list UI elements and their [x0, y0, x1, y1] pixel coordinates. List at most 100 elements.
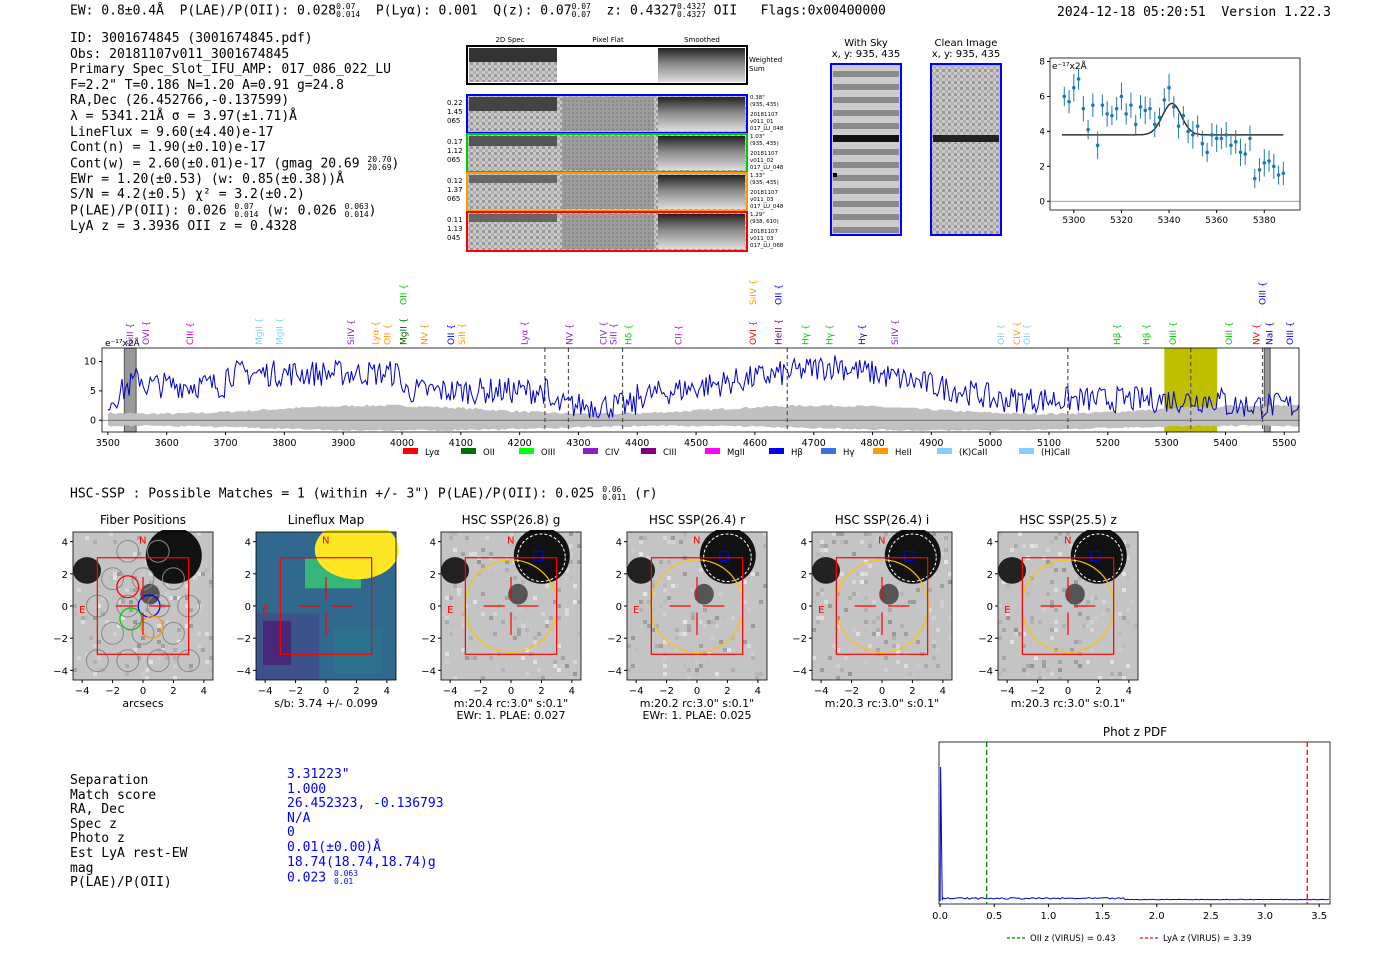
line-label: MgII {: [255, 318, 265, 345]
noise-pixel: [631, 548, 635, 552]
line-label: Hβ {: [1113, 324, 1123, 345]
noise-pixel: [743, 600, 747, 604]
noise-pixel: [639, 552, 643, 556]
noise-pixel: [1038, 532, 1042, 536]
noise-pixel: [533, 660, 537, 664]
noise-pixel: [832, 644, 836, 648]
noise-pixel: [517, 632, 521, 636]
ytick-label: −2: [53, 634, 68, 645]
noise-pixel: [699, 568, 703, 572]
noise-pixel: [864, 608, 868, 612]
noise-pixel: [1110, 660, 1114, 664]
info-radec: RA,Dec (26.452766,-0.137599): [70, 93, 290, 109]
noise-pixel: [1010, 640, 1014, 644]
noise-pixel: [675, 636, 679, 640]
noise-pixel: [812, 600, 816, 604]
line-label: NV {: [1253, 324, 1263, 345]
zoom-data-point: [1138, 105, 1143, 109]
panel-title: HSC SSP(25.5) z: [1019, 513, 1117, 527]
zoom-data-point: [1119, 94, 1124, 99]
noise-pixel: [667, 640, 671, 644]
z-value: z: 0.4327: [606, 3, 677, 19]
noise-pixel: [509, 544, 513, 548]
spec-xtick-label: 3700: [213, 438, 237, 449]
noise-pixel: [445, 620, 449, 624]
noise-pixel: [820, 588, 824, 592]
noise-pixel: [473, 656, 477, 660]
noise-pixel: [651, 584, 655, 588]
spec-xtick-label: 4900: [919, 438, 943, 449]
noise-pixel: [541, 656, 545, 660]
noise-pixel: [928, 588, 932, 592]
noise-pixel: [141, 572, 145, 576]
ytick-label: 2: [430, 570, 436, 581]
cand-value: 0.023 0.063 0.01: [287, 869, 359, 887]
noise-pixel: [1010, 548, 1014, 552]
cutout-row-meta: 0.38"(935, 435)20181107v011_01017_LU_048…: [750, 95, 784, 249]
noise-pixel: [533, 596, 537, 600]
noise-pixel: [844, 656, 848, 660]
noise-pixel: [461, 612, 465, 616]
svg-text:065: 065: [447, 195, 460, 203]
noise-pixel: [864, 572, 868, 576]
noise-pixel: [651, 608, 655, 612]
noise-pixel: [1050, 672, 1054, 676]
noise-pixel: [639, 600, 643, 604]
with-sky-title: With Sky x, y: 935, 435: [831, 38, 901, 60]
noise-pixel: [695, 660, 699, 664]
svg-text:065: 065: [447, 117, 460, 125]
noise-pixel: [97, 604, 101, 608]
noise-pixel: [816, 616, 820, 620]
svg-text:1.33": 1.33": [750, 173, 765, 179]
noise-pixel: [201, 604, 205, 608]
catalog-box: [533, 550, 544, 561]
noise-pixel: [205, 568, 209, 572]
noise-pixel: [739, 588, 743, 592]
noise-pixel: [1062, 584, 1066, 588]
cand-value: N/A: [287, 810, 311, 826]
noise-pixel: [505, 596, 509, 600]
zoom-data-point: [1224, 133, 1228, 137]
noise-pixel: [521, 672, 525, 676]
zoom-data-point: [1257, 168, 1262, 172]
line-label: OII {: [383, 324, 393, 345]
noise-pixel: [743, 580, 747, 584]
legend-label: HeII: [895, 448, 912, 458]
noise-pixel: [663, 672, 667, 676]
noise-pixel: [635, 604, 639, 608]
noise-pixel: [553, 660, 557, 664]
noise-pixel: [1046, 620, 1050, 624]
noise-pixel: [465, 616, 469, 620]
noise-pixel: [1090, 648, 1094, 652]
noise-pixel: [659, 560, 663, 564]
noise-pixel: [1042, 608, 1046, 612]
zoom-data-point: [1081, 106, 1086, 111]
noise-pixel: [1054, 588, 1058, 592]
cand-label: Est LyA rest-EW: [70, 845, 188, 861]
noise-pixel: [639, 536, 643, 540]
noise-pixel: [1054, 536, 1058, 540]
noise-pixel: [816, 592, 820, 596]
line-label: Hγ {: [826, 324, 836, 345]
noise-pixel: [121, 600, 125, 604]
noise-pixel: [699, 644, 703, 648]
noise-pixel: [840, 656, 844, 660]
noise-pixel: [565, 608, 569, 612]
noise-pixel: [1118, 612, 1122, 616]
svg-text:017_LU_048: 017_LU_048: [750, 165, 784, 171]
noise-pixel: [141, 540, 145, 544]
noise-pixel: [533, 640, 537, 644]
info-contn: Cont(n) = 1.90(±0.10)e-17: [70, 140, 266, 156]
noise-pixel: [573, 664, 577, 668]
zoom-data-point: [1157, 115, 1162, 120]
ytick-label: −4: [978, 666, 993, 677]
xtick-label: 2: [538, 686, 544, 697]
noise-pixel: [133, 620, 137, 624]
svg-text:1.29": 1.29": [750, 212, 765, 218]
noise-pixel: [1078, 664, 1082, 668]
noise-pixel: [627, 644, 631, 648]
info-lineflux: LineFlux = 9.60(±4.40)e-17: [70, 124, 274, 140]
cand-label: mag: [70, 860, 94, 876]
cand-value: 0: [287, 825, 295, 841]
noise-pixel: [928, 576, 932, 580]
